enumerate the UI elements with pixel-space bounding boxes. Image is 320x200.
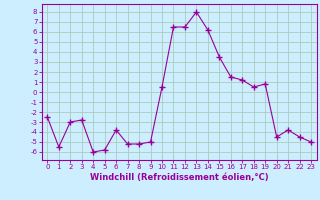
X-axis label: Windchill (Refroidissement éolien,°C): Windchill (Refroidissement éolien,°C) xyxy=(90,173,268,182)
